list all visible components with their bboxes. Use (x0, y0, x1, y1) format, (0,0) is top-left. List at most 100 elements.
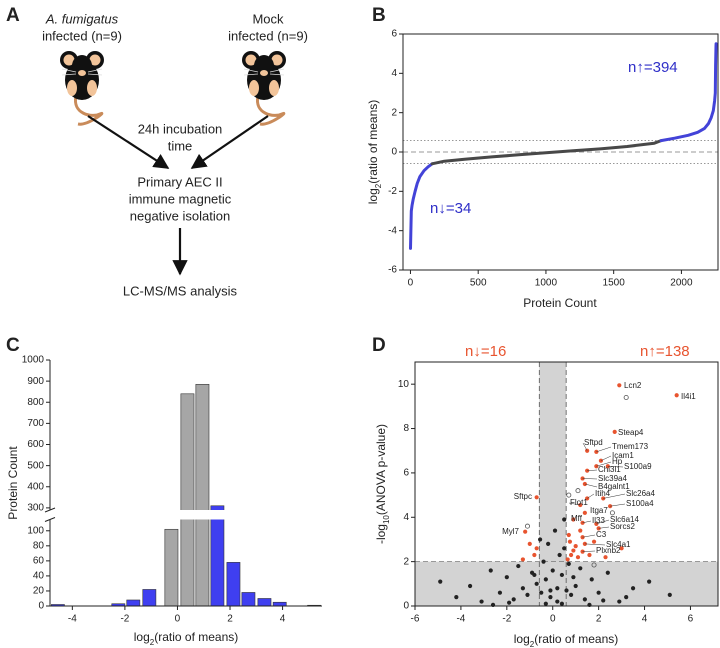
gene-label: Plxnb2 (596, 546, 621, 555)
point (568, 592, 574, 598)
open-point (566, 492, 572, 498)
point (573, 544, 578, 549)
bar (195, 383, 210, 607)
point (538, 537, 543, 542)
leader-line (568, 502, 581, 506)
point (619, 546, 624, 551)
point (562, 517, 567, 522)
arrow (87, 115, 170, 169)
y-tick-label: 4 (391, 68, 397, 79)
gene-label: Icam1 (612, 451, 634, 460)
axis-label-part: (ANOVA p-value) (374, 424, 388, 515)
point (559, 572, 565, 578)
gene-label: Sorcs2 (610, 522, 635, 531)
x-tick-label: 2000 (670, 278, 693, 289)
point (582, 597, 587, 602)
leader-line (582, 442, 588, 451)
point (667, 592, 672, 598)
group-label: A. fumigatus (45, 11, 119, 26)
point (566, 532, 571, 538)
leader-line (584, 483, 598, 488)
point (546, 541, 551, 546)
gene-label: C3 (596, 530, 607, 539)
point (543, 577, 548, 582)
y-tick-label: 2 (403, 556, 409, 567)
point (534, 581, 539, 586)
open-point (623, 394, 629, 400)
annotation: n↑=138 (640, 343, 690, 360)
axis-label-part: -log (374, 524, 388, 544)
point (601, 598, 606, 603)
gene-label: Itga7 (590, 506, 608, 515)
group-label: infected (n=9) (42, 28, 122, 43)
annotation: n↓=16 (465, 343, 506, 360)
y-tick-label: 0 (403, 601, 409, 612)
y-tick-label: 400 (27, 481, 44, 492)
gene-label: B4galnt1 (598, 482, 630, 491)
point (571, 575, 576, 580)
x-tick-label: 2 (596, 614, 602, 625)
point (585, 448, 590, 453)
point (555, 599, 560, 604)
axis-label: -log10(ANOVA p-value) (374, 424, 390, 544)
bar (164, 528, 179, 607)
leader-line (603, 493, 626, 499)
y-tick-label: 10 (398, 379, 410, 390)
point (578, 566, 583, 571)
y-tick-label: -2 (388, 186, 397, 197)
gene-label: Lcn2 (624, 381, 642, 390)
step-label: immune magnetic (129, 191, 232, 206)
panel-letter: B (372, 5, 386, 26)
gene-label: S100a9 (624, 462, 652, 471)
point (541, 559, 546, 564)
y-tick-label: -4 (388, 225, 397, 236)
point (532, 572, 537, 578)
point (539, 590, 544, 595)
annotation: n↑=394 (628, 59, 678, 76)
panel-letter: C (6, 335, 20, 356)
gene-label: Mff (571, 514, 583, 523)
x-tick-label: 4 (280, 614, 286, 625)
open-point (524, 523, 530, 529)
point (559, 601, 565, 606)
point (568, 552, 574, 558)
point (578, 528, 583, 533)
point (454, 595, 459, 600)
point (438, 579, 443, 584)
arrow (190, 115, 269, 169)
x-tick-label: -4 (456, 614, 465, 625)
point (617, 599, 622, 604)
x-tick-label: 0 (175, 614, 181, 625)
point (674, 393, 679, 398)
step-label: negative isolation (130, 208, 230, 223)
open-point (591, 562, 597, 568)
leader-line (582, 520, 592, 524)
step-label: Primary AEC II (137, 174, 222, 189)
y-tick-label: 6 (403, 468, 409, 479)
bar (241, 592, 256, 607)
gene-label: Myl7 (502, 527, 519, 536)
point (564, 588, 569, 593)
point (605, 570, 610, 575)
point (617, 383, 622, 388)
point (525, 592, 530, 598)
point (507, 600, 512, 605)
point (587, 552, 592, 558)
leader-line (582, 550, 596, 552)
point (479, 599, 484, 604)
point (534, 546, 539, 551)
point (603, 555, 608, 560)
axis-label-part: log (366, 188, 380, 204)
y-tick-label: 0 (391, 147, 397, 158)
point (589, 577, 594, 582)
y-tick-label: 4 (403, 512, 409, 523)
gene-label: Itih4 (595, 489, 611, 498)
point (567, 539, 573, 544)
y-tick-label: 40 (33, 571, 45, 582)
gene-label: Il4i1 (681, 392, 696, 401)
y-tick-label: 1000 (22, 355, 45, 366)
y-tick-label: 600 (27, 439, 44, 450)
point (582, 510, 587, 515)
bar (210, 505, 225, 607)
axis-label: Protein Count (523, 296, 597, 310)
